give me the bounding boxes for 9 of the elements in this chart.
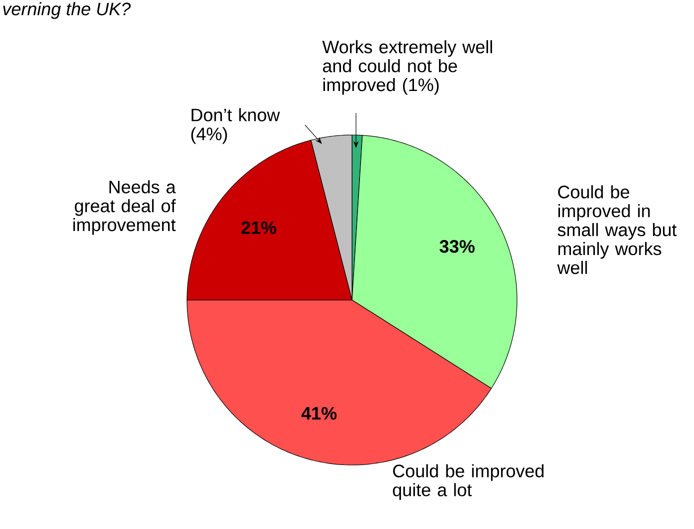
slice-label: Could be improved in small ways but mainly works well bbox=[557, 185, 677, 274]
legend-label: Don’t know (4%) bbox=[191, 108, 280, 144]
slice-label: Needs a great deal of improvement bbox=[73, 180, 176, 235]
chart-title: verning the UK? bbox=[3, 2, 131, 19]
data-label: 33% bbox=[440, 240, 475, 253]
data-label: 21% bbox=[241, 221, 276, 234]
slice-label: Could be improved quite a lot bbox=[392, 464, 544, 500]
data-label: 41% bbox=[301, 406, 337, 420]
slice-label: Works extremely well and could not be improved (1%) bbox=[322, 40, 492, 95]
